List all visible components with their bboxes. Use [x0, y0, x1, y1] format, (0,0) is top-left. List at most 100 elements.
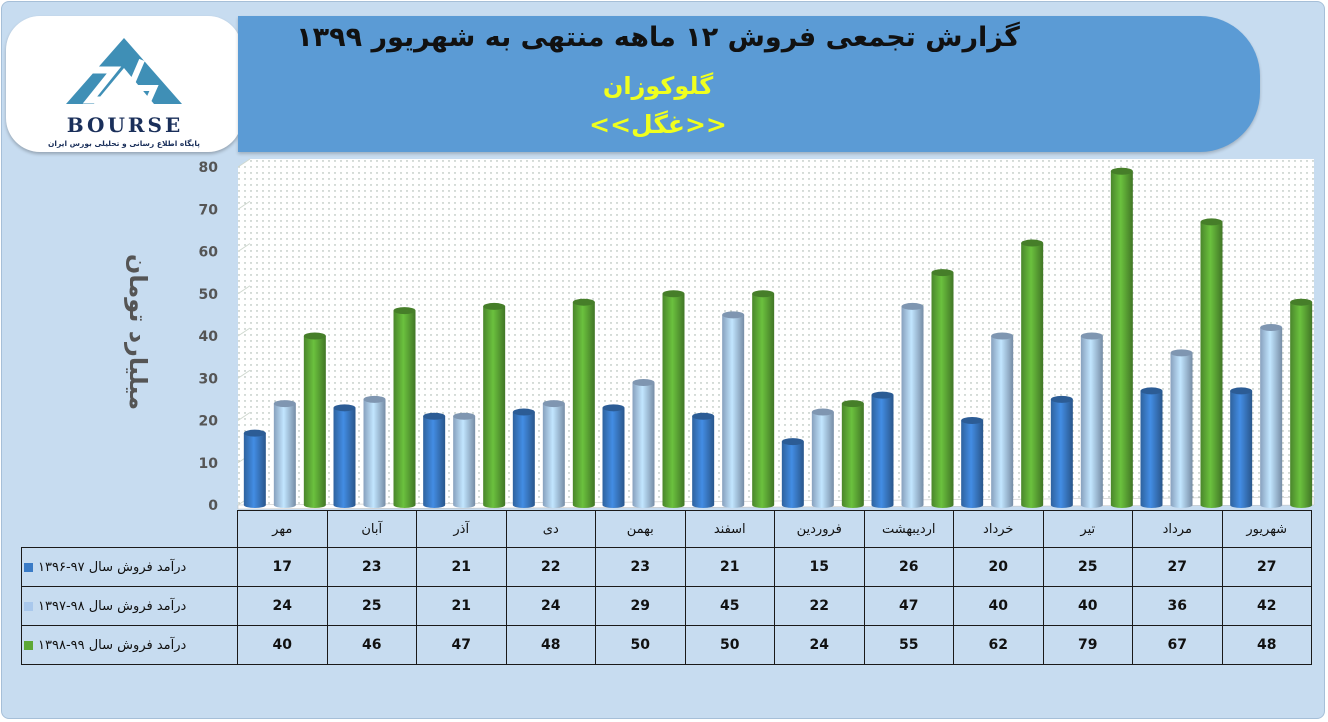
data-label: 67 — [1132, 625, 1223, 665]
gridline — [237, 158, 251, 168]
legend-label: درآمد فروش سال ۹۷-۱۳۹۶ — [38, 559, 187, 575]
bar-body — [572, 302, 595, 508]
data-label: 48 — [1221, 625, 1312, 665]
bar — [273, 400, 296, 508]
gridline — [237, 412, 251, 421]
x-tick-label: مرداد — [1132, 510, 1223, 548]
bar-top — [871, 391, 894, 399]
bar-body — [1050, 399, 1073, 508]
bar — [991, 332, 1014, 508]
data-label: 47 — [863, 586, 954, 626]
bar-top — [1170, 349, 1193, 357]
bar-top — [542, 400, 565, 408]
bar-top — [483, 302, 506, 310]
table-row: درآمد فروش سال ۹۷-۱۳۹۶ 17 23 21 22 23 21 15 26 20… — [21, 547, 1312, 587]
bar-body — [243, 433, 266, 508]
bar — [632, 378, 655, 508]
bar — [1110, 167, 1133, 508]
bar-top — [901, 302, 924, 310]
bar-body — [781, 441, 804, 508]
x-tick-label: اسفند — [684, 510, 775, 548]
bar — [333, 404, 356, 508]
bar-body — [991, 336, 1014, 508]
data-label: 45 — [684, 586, 775, 626]
data-label: 26 — [863, 547, 954, 587]
bar-body — [483, 306, 506, 508]
data-label: 50 — [684, 625, 775, 665]
legend-entry: درآمد فروش سال ۹۷-۱۳۹۶ — [21, 547, 238, 587]
bar-body — [811, 412, 834, 508]
y-tick-label: 70 — [199, 202, 219, 218]
gridline — [237, 327, 251, 337]
y-tick-label: 50 — [199, 287, 219, 303]
bar-top — [662, 290, 685, 298]
legend-label: درآمد فروش سال ۹۸-۱۳۹۷ — [38, 598, 187, 614]
bar-body — [1230, 390, 1253, 508]
table-row: درآمد فروش سال ۹۸-۱۳۹۷ 24 25 21 24 29 45 22 47 40… — [21, 586, 1312, 626]
bar-body — [303, 336, 326, 508]
bar-top — [1290, 298, 1313, 306]
logo: BOURSE پایگاه اطلاع رسانی و تحلیلی بورس … — [6, 16, 242, 152]
logo-mark-icon — [66, 38, 182, 108]
x-tick-label: مهر — [237, 510, 328, 548]
bar — [572, 298, 595, 508]
y-tick-label: 10 — [199, 456, 219, 472]
y-axis: 0 10 20 30 40 50 60 70 80 — [199, 158, 251, 514]
gridline — [237, 243, 251, 252]
data-label: 47 — [416, 625, 507, 665]
bar-top — [752, 290, 775, 298]
legend-swatch — [24, 601, 33, 611]
data-label: 21 — [416, 586, 507, 626]
bar-top — [991, 332, 1014, 340]
bar — [483, 302, 506, 508]
bar-body — [1140, 390, 1163, 508]
data-label: 23 — [326, 547, 417, 587]
bar — [931, 269, 954, 508]
bar-body — [1290, 302, 1313, 508]
data-label: 40 — [953, 586, 1044, 626]
bar-top — [1140, 387, 1163, 395]
bar-body — [752, 293, 775, 508]
chart-title: گزارش تجمعی فروش ۱۲ ماهه منتهی به شهریور… — [296, 22, 1020, 53]
data-label: 27 — [1221, 547, 1312, 587]
data-label: 15 — [774, 547, 865, 587]
bar-top — [781, 438, 804, 446]
company-name: گلوکوزان — [602, 72, 714, 100]
x-tick-label: خرداد — [953, 510, 1044, 548]
table-corner — [21, 510, 238, 548]
bar — [512, 408, 535, 508]
bar-body — [363, 399, 386, 508]
table-row: درآمد فروش سال ۹۹-۱۳۹۸ 40 46 47 48 50 50 24 55 62… — [21, 625, 1312, 665]
bar — [1260, 324, 1283, 508]
bar-body — [1200, 221, 1223, 509]
data-label: 40 — [1042, 586, 1133, 626]
x-tick-label: بهمن — [595, 510, 686, 548]
data-label: 42 — [1221, 586, 1312, 626]
bar-body — [722, 314, 745, 508]
bar — [752, 290, 775, 508]
bar-body — [333, 407, 356, 508]
bar-body — [692, 416, 715, 508]
bar — [1200, 218, 1223, 509]
plot-floor — [237, 496, 1315, 510]
bar-body — [393, 310, 416, 508]
data-label: 36 — [1132, 586, 1223, 626]
data-label: 40 — [237, 625, 328, 665]
legend-label: درآمد فروش سال ۹۹-۱۳۹۸ — [38, 637, 187, 653]
bar — [1230, 387, 1253, 508]
bar-body — [931, 272, 954, 508]
x-tick-label: آذر — [416, 510, 507, 548]
bar-top — [512, 408, 535, 416]
bar-top — [1021, 239, 1044, 247]
bar-top — [363, 395, 386, 403]
gridline — [237, 369, 251, 379]
bar — [453, 412, 476, 508]
bar — [781, 438, 804, 508]
bar-top — [572, 298, 595, 306]
bar-body — [542, 403, 565, 508]
bars — [243, 167, 1313, 509]
legend-entry: درآمد فروش سال ۹۹-۱۳۹۸ — [21, 625, 238, 665]
data-label: 17 — [237, 547, 328, 587]
bar-top — [273, 400, 296, 408]
